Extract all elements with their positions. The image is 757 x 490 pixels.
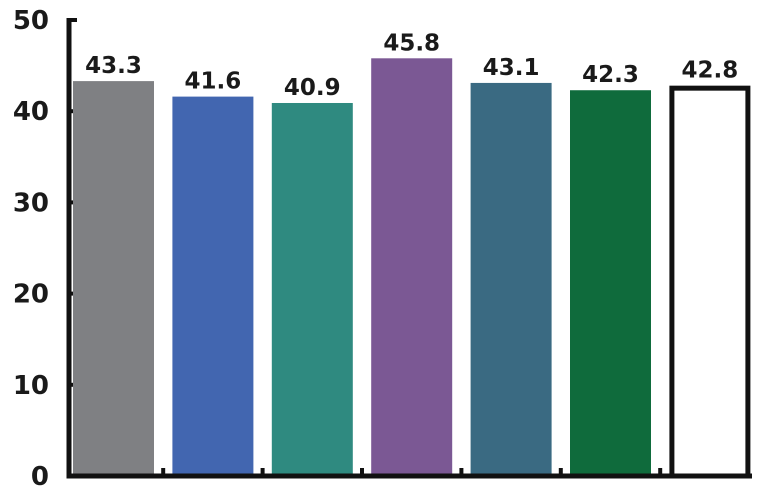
bar <box>371 58 453 476</box>
data-label: 43.1 <box>483 55 540 81</box>
y-tick-label: 30 <box>13 188 49 218</box>
bars-group <box>73 58 751 479</box>
data-label: 42.8 <box>682 58 739 84</box>
y-tick-label: 40 <box>13 97 49 127</box>
bar <box>172 96 254 476</box>
y-tick-label: 0 <box>31 462 49 490</box>
data-label: 41.6 <box>185 69 242 95</box>
y-tick-label: 50 <box>13 6 49 36</box>
data-label: 40.9 <box>284 75 341 101</box>
y-tick-label: 10 <box>13 371 49 401</box>
data-label: 43.3 <box>85 53 142 79</box>
bar <box>73 81 154 476</box>
bar <box>271 102 353 476</box>
y-tick-label: 20 <box>13 280 49 310</box>
bar <box>570 90 651 476</box>
data-label: 42.3 <box>582 62 639 88</box>
data-label: 45.8 <box>383 30 440 56</box>
data-labels-group: 43.3 41.6 40.9 45.8 43.1 42.3 42.8 <box>85 30 738 101</box>
bar <box>470 82 552 476</box>
bar <box>669 85 751 479</box>
